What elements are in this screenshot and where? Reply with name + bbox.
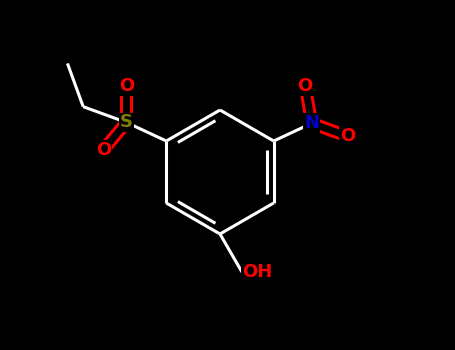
Text: O: O xyxy=(119,77,134,96)
Text: O: O xyxy=(340,127,355,145)
Text: N: N xyxy=(304,114,319,132)
Text: OH: OH xyxy=(242,263,272,281)
Text: O: O xyxy=(96,141,111,159)
Text: S: S xyxy=(120,113,133,131)
Text: O: O xyxy=(298,77,313,95)
